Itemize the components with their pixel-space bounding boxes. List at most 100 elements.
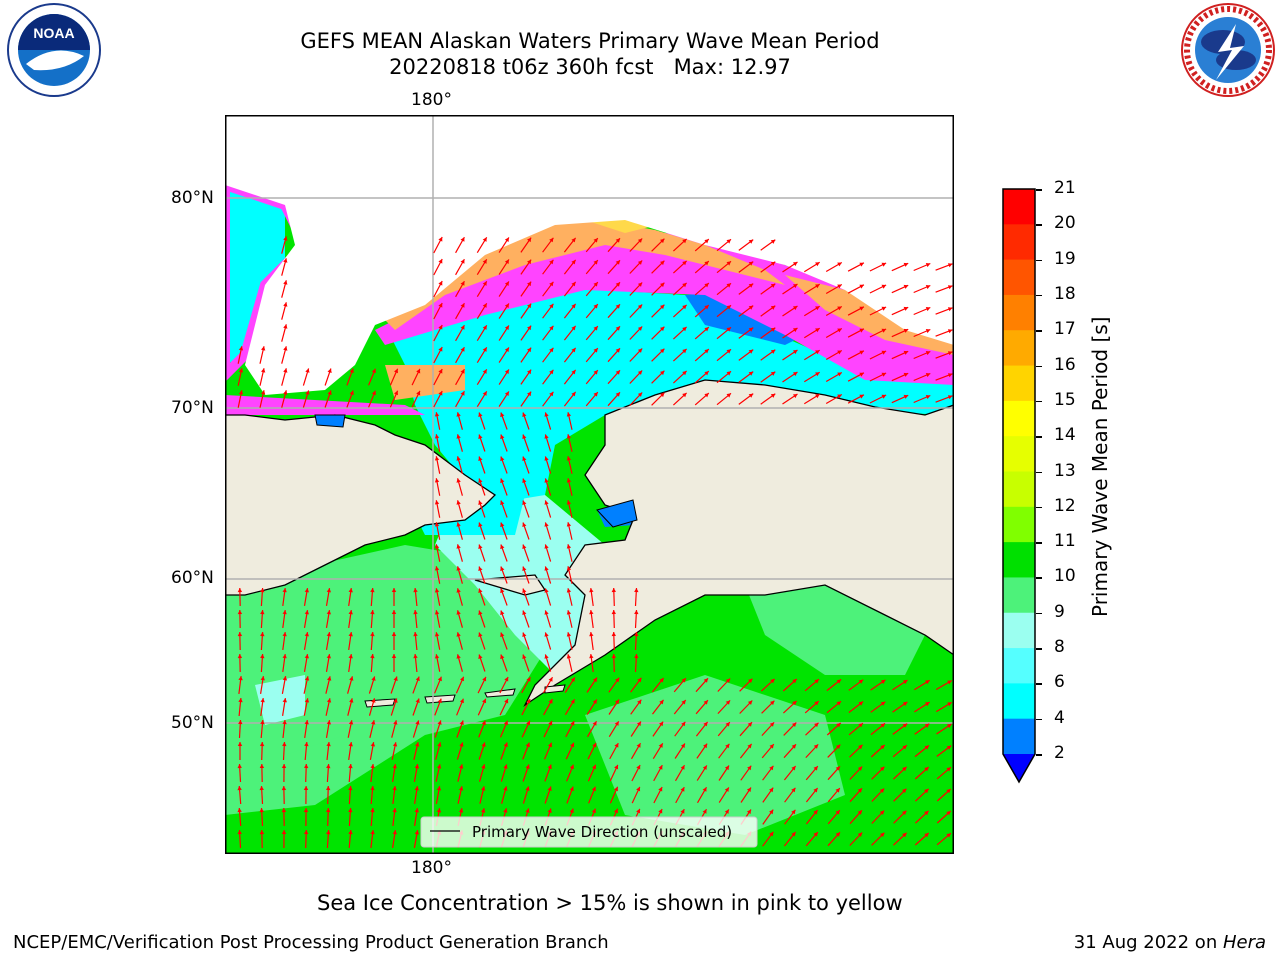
- wave-arrow-head: [569, 764, 574, 770]
- wave-arrow-head: [592, 742, 597, 748]
- wave-arrow-head: [880, 723, 885, 728]
- wave-arrow-head: [522, 434, 527, 439]
- wave-arrow-head: [458, 808, 464, 813]
- wave-arrow-head: [566, 566, 572, 571]
- wave-arrow-head: [282, 720, 287, 725]
- wave-arrow-head: [327, 368, 332, 373]
- wave-arrow-head: [857, 788, 862, 793]
- wave-arrow-head: [434, 478, 440, 483]
- colorbar-tick-mark: [1036, 754, 1042, 756]
- colorbar-tick-mark: [1036, 718, 1042, 721]
- footer-date: 31 Aug 2022 on Hera: [1074, 932, 1266, 953]
- wave-arrow-head: [770, 371, 776, 376]
- wave-arrow-head: [481, 764, 486, 769]
- wave-arrow-head: [436, 786, 442, 791]
- wave-arrow-head: [500, 610, 505, 616]
- wave-arrow-head: [459, 720, 464, 725]
- wave-arrow-head: [348, 786, 353, 791]
- wave-arrow-head: [903, 284, 909, 289]
- wave-arrow-head: [281, 764, 287, 768]
- wave-arrow-head: [858, 723, 863, 728]
- wave-arrow-head: [637, 677, 642, 683]
- wave-arrow-head: [793, 372, 798, 377]
- colorbar-tick-label: 8: [1054, 637, 1065, 658]
- noaa-logo: NOAA: [4, 2, 104, 98]
- wave-arrow-head: [281, 808, 287, 813]
- wave-arrow-head: [456, 566, 461, 571]
- wave-arrow-head: [924, 788, 929, 794]
- wave-arrow-head: [946, 789, 951, 794]
- wave-arrow-head: [881, 306, 887, 311]
- wave-arrow-head: [283, 346, 288, 351]
- wave-arrow-head: [544, 522, 549, 527]
- wave-arrow-head: [792, 679, 797, 684]
- wave-arrow-head: [947, 351, 953, 356]
- wave-arrow-head: [349, 676, 354, 681]
- wave-arrow-head: [571, 391, 576, 397]
- wave-arrow-head: [611, 588, 616, 593]
- wave-arrow-head: [434, 588, 440, 593]
- colorbar-band: [1003, 436, 1035, 472]
- wave-arrow-head: [857, 832, 863, 837]
- wave-arrow-head: [924, 833, 929, 838]
- wave-arrow-head: [659, 699, 664, 705]
- colorbar-outline: [1002, 188, 1036, 784]
- wave-arrow-head: [637, 260, 643, 265]
- wave-arrow-head: [925, 373, 931, 378]
- wave-arrow-head: [725, 678, 731, 683]
- colorbar-tick-label: 17: [1054, 319, 1076, 340]
- wave-arrow-head: [903, 262, 909, 267]
- wave-arrow-head: [371, 676, 376, 681]
- wave-arrow-head: [903, 328, 909, 333]
- wave-arrow-head: [549, 237, 554, 243]
- wave-arrow-head: [549, 303, 554, 309]
- wave-arrow-head: [460, 676, 464, 682]
- wave-arrow-head: [879, 788, 885, 793]
- wave-arrow-head: [660, 304, 665, 310]
- colorbar-tick-mark: [1036, 224, 1042, 226]
- wave-arrow-head: [527, 259, 532, 265]
- colorbar-band: [1003, 648, 1035, 684]
- wave-arrow-head: [460, 391, 465, 396]
- wave-arrow-head: [304, 830, 309, 835]
- wave-arrow-head: [592, 699, 597, 704]
- wave-arrow-head: [746, 787, 751, 792]
- wave-arrow-head: [522, 632, 527, 637]
- wave-arrow-head: [837, 394, 842, 399]
- wave-arrow-head: [835, 810, 840, 815]
- lat-label-60: 60°N: [171, 568, 214, 588]
- wave-arrow-head: [393, 698, 398, 703]
- wave-arrow-head: [259, 830, 265, 835]
- wave-arrow-head: [481, 742, 486, 747]
- wave-arrow-head: [348, 742, 353, 747]
- wave-arrow-head: [637, 304, 643, 309]
- wave-arrow-head: [925, 329, 931, 334]
- wave-arrow-head: [437, 720, 442, 725]
- wave-arrow-head: [571, 237, 576, 243]
- wave-arrow-head: [504, 677, 509, 682]
- wave-arrow-head: [544, 500, 549, 505]
- wave-arrow-head: [391, 588, 397, 592]
- wave-arrow-head: [859, 284, 864, 289]
- colorbar-tick-label: 18: [1054, 283, 1076, 304]
- colorbar-band: [1003, 506, 1035, 543]
- wave-arrow-head: [859, 306, 864, 311]
- wave-arrow-head: [260, 610, 265, 615]
- wave-arrow-head: [593, 282, 598, 287]
- wave-arrow-head: [726, 305, 731, 310]
- wave-arrow-head: [858, 701, 864, 706]
- wave-direction-arrows: [237, 236, 953, 849]
- wave-arrow-head: [544, 434, 549, 439]
- wave-arrow-head: [947, 285, 953, 290]
- wave-arrow-head: [589, 588, 594, 593]
- wave-arrow-head: [770, 393, 776, 398]
- wave-arrow-head: [681, 700, 686, 705]
- wave-arrow-head: [393, 676, 398, 681]
- wave-arrow-head: [570, 742, 575, 748]
- wave-arrow-head: [924, 767, 929, 772]
- inlet: [314, 414, 638, 528]
- wave-arrow-head: [903, 680, 908, 685]
- wave-arrow-head: [637, 238, 643, 243]
- wave-arrow-head: [548, 720, 553, 726]
- colorbar-tick-mark: [1036, 683, 1042, 685]
